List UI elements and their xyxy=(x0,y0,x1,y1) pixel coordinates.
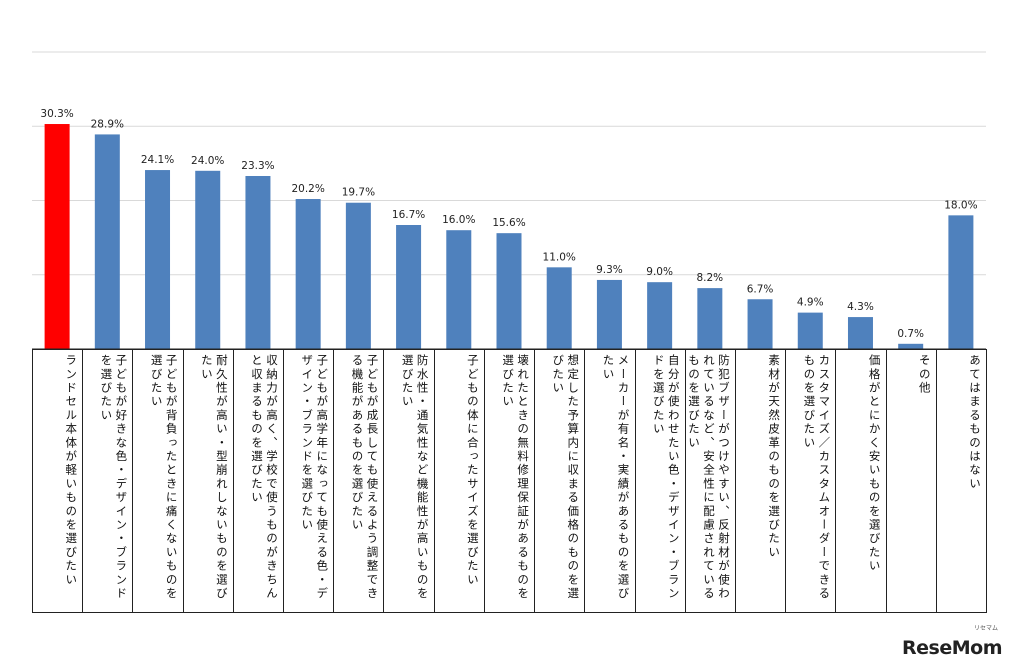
category-cell: 想定した予算内に収まる価格のものを選びたい xyxy=(534,349,586,613)
category-label: メーカーが有名・実績があるものを選びたい xyxy=(601,354,631,601)
category-label: 壊れたときの無料修理保証があるものを選びたい xyxy=(501,354,531,601)
value-label: 18.0% xyxy=(944,199,977,211)
value-label: 4.9% xyxy=(797,297,824,309)
value-label: 9.3% xyxy=(596,264,623,276)
bar xyxy=(747,299,773,349)
category-cell: 自分が使わせたい色・デザイン・ブランドを選びたい xyxy=(634,349,686,613)
category-cell: あてはまるものはない xyxy=(935,349,987,613)
value-label: 16.0% xyxy=(442,214,475,226)
category-cell: 価格がとにかく安いものを選びたい xyxy=(835,349,887,613)
category-cell: 収納力が高く、学校で使うものがきちんと収まるものを選びたい xyxy=(232,349,285,613)
category-label: カスタマイズ／カスタムオーダーできるものを選びたい xyxy=(802,354,832,601)
category-label: 防水性・通気性など機能性が高いものを選びたい xyxy=(400,354,430,601)
category-label: 子どもが背負ったときに痛くないものを選びたい xyxy=(149,354,179,601)
category-cell: 子どもが好きな色・デザイン・ブランドを選びたい xyxy=(82,349,134,613)
category-label: あてはまるものはない xyxy=(967,354,982,491)
value-label: 9.0% xyxy=(646,266,673,278)
value-labels: 30.3% 28.9% 24.1% 24.0% 23.3% 20.2% 19.7% 16.7%… xyxy=(40,108,977,340)
bar xyxy=(797,312,823,349)
category-label: 素材が天然皮革のものを選びたい xyxy=(767,354,782,560)
bar xyxy=(647,282,673,349)
category-label: 防犯ブザーがつけやすい、反射材が使われているなど、安全性に配慮されているものを選… xyxy=(686,354,731,601)
bar xyxy=(94,134,120,349)
category-label: 子どもが高学年になっても使える色・デザイン・ブランドを選びたい xyxy=(300,354,330,601)
category-label: 子どもの体に合ったサイズを選びたい xyxy=(465,354,480,587)
category-label: ランドセル本体が軽いものを選びたい xyxy=(64,354,79,587)
value-label: 0.7% xyxy=(897,328,924,340)
category-cell: メーカーが有名・実績があるものを選びたい xyxy=(584,349,636,613)
watermark-logo: ReseMom xyxy=(902,637,1002,659)
category-cell: 防水性・通気性など機能性が高いものを選びたい xyxy=(383,349,435,613)
value-label: 11.0% xyxy=(543,251,576,263)
value-label: 15.6% xyxy=(492,217,525,229)
value-label: 23.3% xyxy=(241,160,274,172)
category-label: 自分が使わせたい色・デザイン・ブランドを選びたい xyxy=(651,354,681,601)
bar xyxy=(145,170,171,349)
value-label: 20.2% xyxy=(291,183,324,195)
bar xyxy=(396,225,422,349)
category-cell: 子どもが背負ったときに痛くないものを選びたい xyxy=(132,349,184,613)
category-label: 想定した予算内に収まる価格のものを選びたい xyxy=(551,354,581,601)
value-label: 24.1% xyxy=(141,154,174,166)
bar xyxy=(44,124,70,350)
value-label: 4.3% xyxy=(847,301,874,313)
category-cell: ランドセル本体が軽いものを選びたい xyxy=(32,349,84,613)
value-label: 19.7% xyxy=(342,187,375,199)
bar xyxy=(948,215,974,349)
value-label: 30.3% xyxy=(40,108,73,120)
bar xyxy=(847,317,873,349)
category-cell: 子どもが高学年になっても使える色・デザイン・ブランドを選びたい xyxy=(283,349,335,613)
category-cell: 壊れたときの無料修理保証があるものを選びたい xyxy=(483,349,536,613)
category-label: 耐久性が高い・型崩れしないものを選びたい xyxy=(199,354,229,601)
category-cell: 耐久性が高い・型崩れしないものを選びたい xyxy=(182,349,234,613)
value-label: 16.7% xyxy=(392,209,425,221)
bar xyxy=(295,199,321,349)
bar xyxy=(496,233,522,349)
category-label: 価格がとにかく安いものを選びたい xyxy=(867,354,882,574)
value-label: 28.9% xyxy=(91,118,124,130)
bar xyxy=(596,279,622,349)
bars xyxy=(44,124,974,350)
category-label-table: ランドセル本体が軽いものを選びたい 子どもが好きな色・デザイン・ブランドを選びたい… xyxy=(32,349,987,615)
bar xyxy=(446,230,472,349)
category-cell: 素材が天然皮革のものを選びたい xyxy=(734,349,787,613)
value-label: 6.7% xyxy=(747,283,774,295)
bar xyxy=(546,267,572,349)
category-label: その他 xyxy=(917,354,932,396)
bar xyxy=(245,175,271,349)
value-label: 8.2% xyxy=(696,272,723,284)
category-label: 子どもが好きな色・デザイン・ブランドを選びたい xyxy=(99,354,129,601)
value-label: 24.0% xyxy=(191,155,224,167)
bar xyxy=(898,343,924,349)
category-cell: 子どもの体に合ったサイズを選びたい xyxy=(433,349,485,613)
watermark-sub: リセマム xyxy=(973,625,998,632)
category-cell: 防犯ブザーがつけやすい、反射材が使われているなど、安全性に配慮されているものを選… xyxy=(684,349,736,613)
category-cell: その他 xyxy=(885,349,937,613)
category-cell: 子どもが成長しても使えるよう調整できる機能があるものを選びたい xyxy=(333,349,385,613)
watermark-brand: ReseMom xyxy=(902,637,1002,659)
bar xyxy=(195,170,221,349)
bar xyxy=(697,288,723,349)
category-label: 収納力が高く、学校で使うものがきちんと収まるものを選びたい xyxy=(250,354,280,601)
category-cell: カスタマイズ／カスタムオーダーできるものを選びたい xyxy=(785,349,837,613)
bar xyxy=(345,202,371,349)
category-label: 子どもが成長しても使えるよう調整できる機能があるものを選びたい xyxy=(350,354,380,601)
